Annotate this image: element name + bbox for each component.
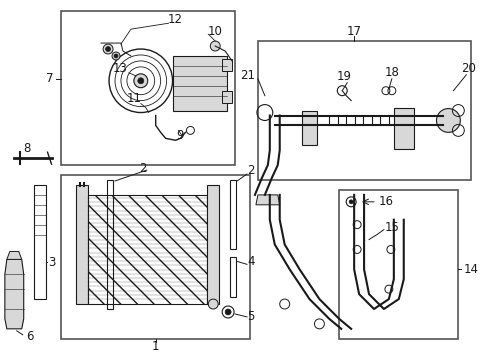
Bar (222, 59, 232, 71)
Text: 18: 18 (384, 66, 399, 79)
Bar (61, 175, 249, 339)
Polygon shape (255, 195, 279, 205)
Bar (222, 91, 232, 103)
Text: 15: 15 (384, 221, 399, 234)
Text: 9: 9 (176, 129, 184, 142)
Text: 17: 17 (346, 24, 361, 38)
Bar (172, 56, 226, 111)
Circle shape (114, 54, 118, 58)
Text: 16: 16 (378, 195, 392, 208)
Bar (230, 180, 236, 249)
Text: 2: 2 (139, 162, 146, 175)
Text: 19: 19 (336, 70, 351, 83)
Bar (88, 195, 207, 304)
Text: 4: 4 (246, 255, 254, 268)
Text: 7: 7 (46, 72, 53, 85)
Text: 20: 20 (460, 62, 475, 75)
Text: 5: 5 (246, 310, 254, 323)
Text: 13: 13 (112, 62, 127, 75)
Circle shape (134, 74, 147, 88)
Polygon shape (7, 251, 21, 260)
Circle shape (105, 46, 110, 51)
Circle shape (436, 109, 459, 132)
Circle shape (103, 44, 113, 54)
Bar (61, 11, 235, 165)
Bar (107, 180, 113, 309)
Text: 3: 3 (48, 256, 55, 269)
Text: 2: 2 (246, 163, 254, 176)
Text: 21: 21 (240, 69, 255, 82)
Bar (393, 108, 413, 149)
Text: 11: 11 (126, 92, 141, 105)
Text: 12: 12 (168, 13, 183, 26)
Bar (34, 185, 45, 299)
Bar (301, 111, 317, 145)
Bar (339, 190, 457, 339)
Bar (257, 41, 470, 180)
Bar (230, 257, 236, 297)
Bar (76, 185, 88, 304)
Circle shape (208, 299, 218, 309)
Text: 6: 6 (26, 330, 33, 343)
Circle shape (210, 41, 220, 51)
Text: 1: 1 (152, 340, 159, 353)
Text: 8: 8 (23, 142, 30, 155)
Circle shape (138, 78, 143, 84)
Bar (207, 185, 219, 304)
Circle shape (112, 52, 120, 60)
Polygon shape (5, 260, 24, 329)
Text: 10: 10 (207, 24, 222, 38)
Text: 14: 14 (463, 263, 478, 276)
Circle shape (348, 200, 352, 204)
Circle shape (224, 309, 231, 315)
